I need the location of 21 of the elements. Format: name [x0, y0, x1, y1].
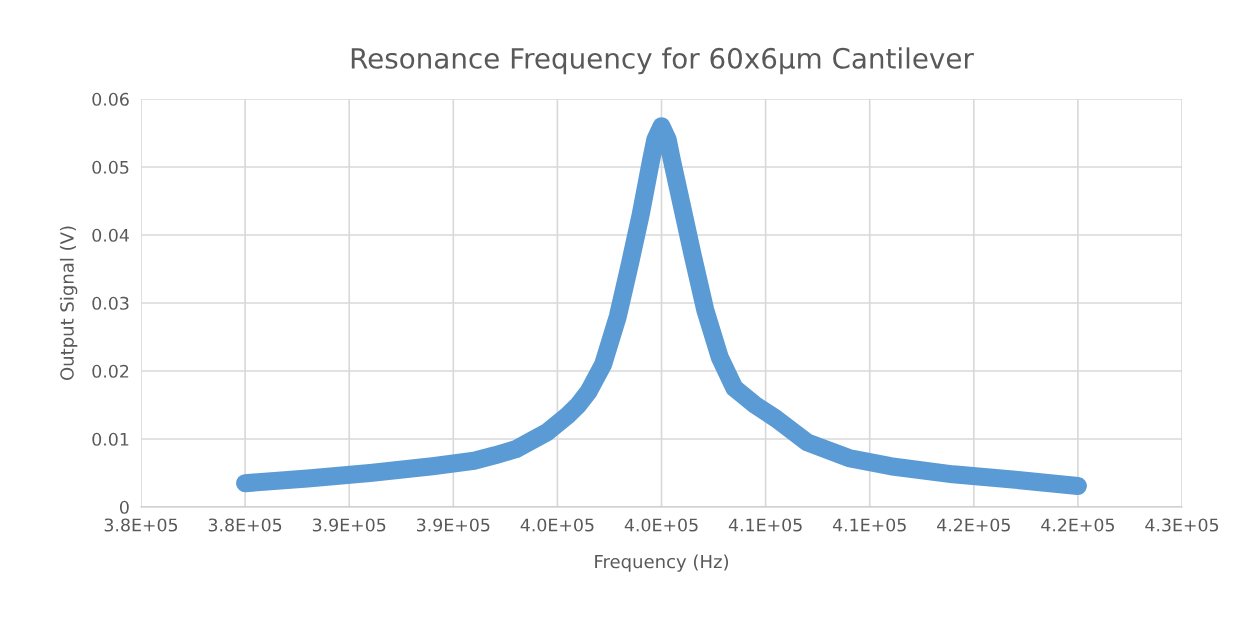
y-tick-label: 0.05 [92, 160, 129, 174]
y-tick-label: 0.06 [92, 92, 129, 106]
y-axis-title: Output Signal (V) [59, 226, 78, 381]
x-tick-label: 3.9E+05 [417, 518, 490, 532]
y-tick-label: 0.03 [92, 296, 129, 310]
x-tick-label: 4.0E+05 [520, 518, 594, 532]
x-tick-label: 4.0E+05 [624, 518, 698, 532]
x-tick-label: 3.8E+05 [208, 518, 282, 532]
x-tick-label: 4.1E+05 [728, 518, 802, 532]
y-tick-label: 0.04 [92, 228, 129, 242]
y-tick-label: 0 [119, 500, 129, 514]
x-tick-label: 3.8E+05 [104, 518, 178, 532]
x-tick-label: 3.9E+05 [312, 518, 386, 532]
x-tick-label: 4.2E+05 [937, 518, 1010, 532]
x-tick-label: 4.1E+05 [832, 518, 906, 532]
y-tick-label: 0.02 [92, 364, 129, 378]
x-tick-label: 4.2E+05 [1041, 518, 1114, 532]
x-axis-title: Frequency (Hz) [595, 554, 729, 572]
y-tick-label: 0.01 [92, 432, 129, 446]
chart-title: Resonance Frequency for 60x6µm Cantilever [351, 47, 974, 75]
x-tick-label: 4.3E+05 [1145, 518, 1219, 532]
